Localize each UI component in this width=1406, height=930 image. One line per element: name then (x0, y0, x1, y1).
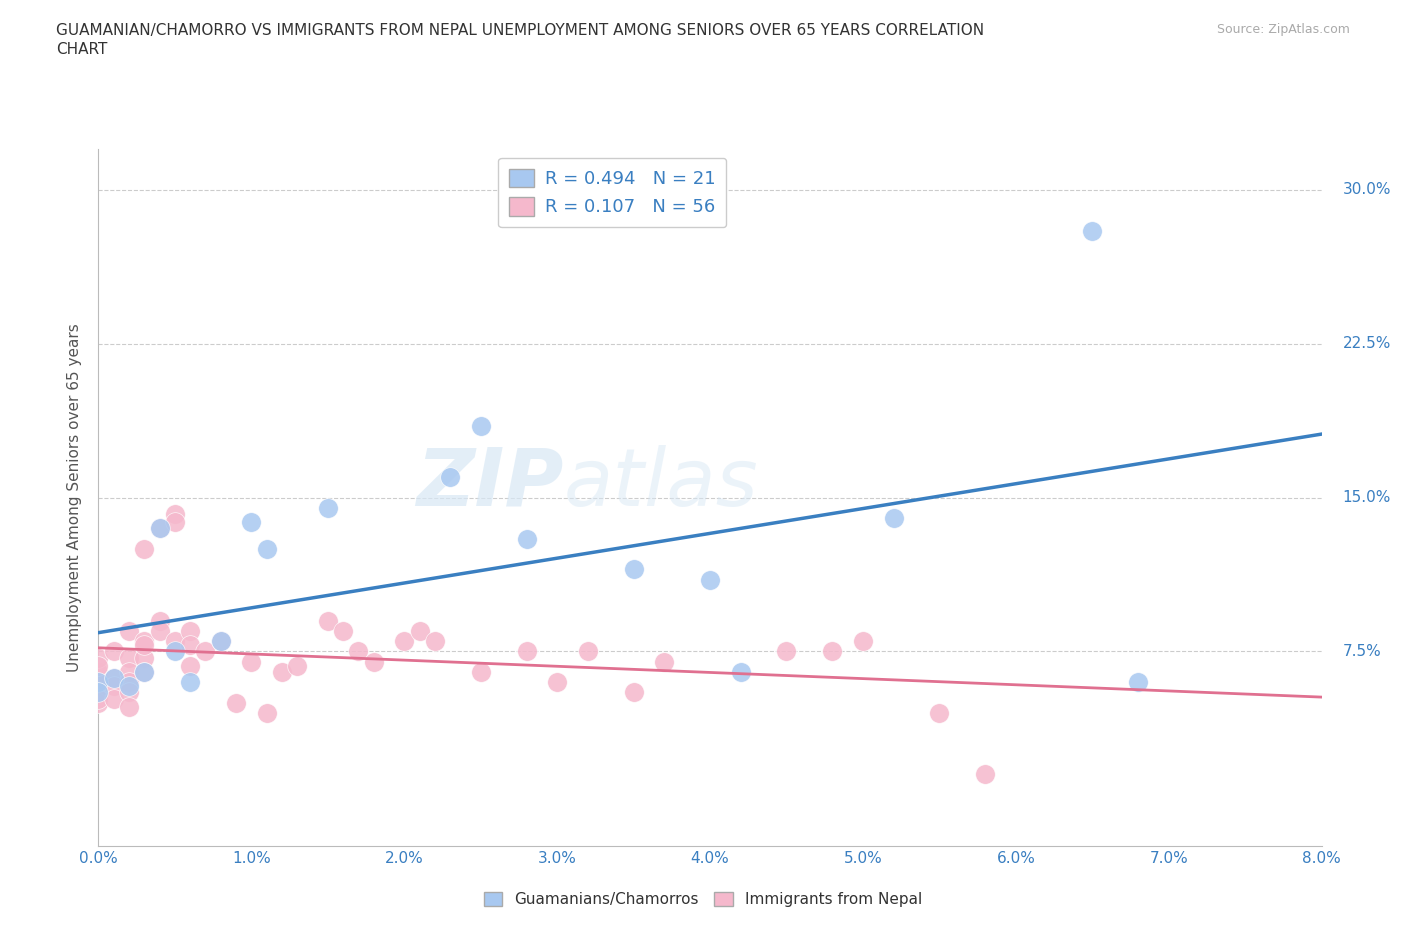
Point (194, 644, 217, 658)
Point (149, 521, 172, 536)
Legend: Guamanians/Chamorros, Immigrants from Nepal: Guamanians/Chamorros, Immigrants from Ne… (478, 885, 928, 913)
Text: 22.5%: 22.5% (1343, 336, 1391, 352)
Point (149, 521, 172, 536)
Point (118, 675, 141, 690)
Point (179, 658, 201, 673)
Text: atlas: atlas (564, 445, 758, 523)
Point (332, 623, 354, 638)
Point (103, 671, 125, 685)
Text: GUAMANIAN/CHAMORRO VS IMMIGRANTS FROM NEPAL UNEMPLOYMENT AMONG SENIORS OVER 65 Y: GUAMANIAN/CHAMORRO VS IMMIGRANTS FROM NE… (56, 23, 984, 38)
Point (87, 685, 110, 700)
Point (103, 679, 125, 694)
Point (149, 623, 172, 638)
Point (515, 531, 537, 546)
Point (316, 613, 339, 628)
Point (408, 623, 430, 638)
Point (103, 671, 125, 685)
Point (515, 644, 537, 658)
Point (699, 572, 721, 587)
Point (256, 706, 278, 721)
Point (270, 665, 294, 680)
Point (209, 633, 232, 648)
Point (240, 654, 263, 669)
Point (363, 654, 385, 669)
Point (87, 691, 110, 706)
Point (576, 644, 599, 658)
Point (134, 665, 156, 680)
Point (134, 633, 156, 648)
Point (163, 633, 186, 648)
Point (546, 675, 568, 690)
Point (179, 623, 201, 638)
Point (852, 633, 875, 648)
Point (103, 644, 125, 658)
Point (883, 511, 905, 525)
Point (775, 644, 797, 658)
Point (392, 633, 416, 648)
Legend: R = 0.494   N = 21, R = 0.107   N = 56: R = 0.494 N = 21, R = 0.107 N = 56 (498, 158, 727, 227)
Point (118, 685, 141, 700)
Point (134, 650, 156, 665)
Point (118, 699, 141, 714)
Point (87, 650, 110, 665)
Point (470, 418, 492, 433)
Text: Source: ZipAtlas.com: Source: ZipAtlas.com (1216, 23, 1350, 36)
Point (163, 507, 186, 522)
Point (87, 675, 110, 690)
Point (225, 696, 247, 711)
Point (821, 644, 844, 658)
Point (928, 706, 950, 721)
Point (423, 633, 446, 648)
Text: ZIP: ZIP (416, 445, 564, 523)
Point (439, 470, 461, 485)
Point (285, 658, 308, 673)
Point (1128, 675, 1150, 690)
Point (118, 679, 141, 694)
Point (652, 654, 675, 669)
Text: 30.0%: 30.0% (1343, 182, 1391, 197)
Point (179, 675, 201, 690)
Point (163, 644, 186, 658)
Text: 7.5%: 7.5% (1343, 644, 1382, 659)
Point (87, 685, 110, 700)
Text: CHART: CHART (56, 42, 108, 57)
Point (149, 613, 172, 628)
Point (730, 665, 752, 680)
Point (316, 500, 339, 515)
Point (87, 675, 110, 690)
Text: 15.0%: 15.0% (1343, 490, 1391, 505)
Point (623, 685, 645, 700)
Point (87, 658, 110, 673)
Point (87, 696, 110, 711)
Point (118, 623, 141, 638)
Point (134, 541, 156, 556)
Point (87, 665, 110, 680)
Y-axis label: Unemployment Among Seniors over 65 years: Unemployment Among Seniors over 65 years (67, 324, 83, 672)
Point (118, 665, 141, 680)
Point (240, 514, 263, 529)
Point (347, 644, 370, 658)
Point (103, 691, 125, 706)
Point (163, 514, 186, 529)
Point (470, 665, 492, 680)
Point (134, 665, 156, 680)
Point (118, 650, 141, 665)
Point (179, 638, 201, 653)
Point (974, 767, 997, 782)
Point (209, 633, 232, 648)
Point (623, 562, 645, 577)
Point (1081, 223, 1104, 238)
Point (256, 541, 278, 556)
Point (134, 638, 156, 653)
